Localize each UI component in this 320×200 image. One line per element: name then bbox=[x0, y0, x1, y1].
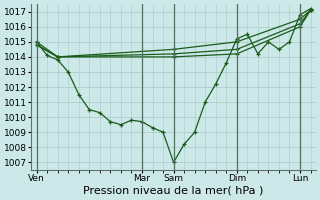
X-axis label: Pression niveau de la mer( hPa ): Pression niveau de la mer( hPa ) bbox=[84, 186, 264, 196]
